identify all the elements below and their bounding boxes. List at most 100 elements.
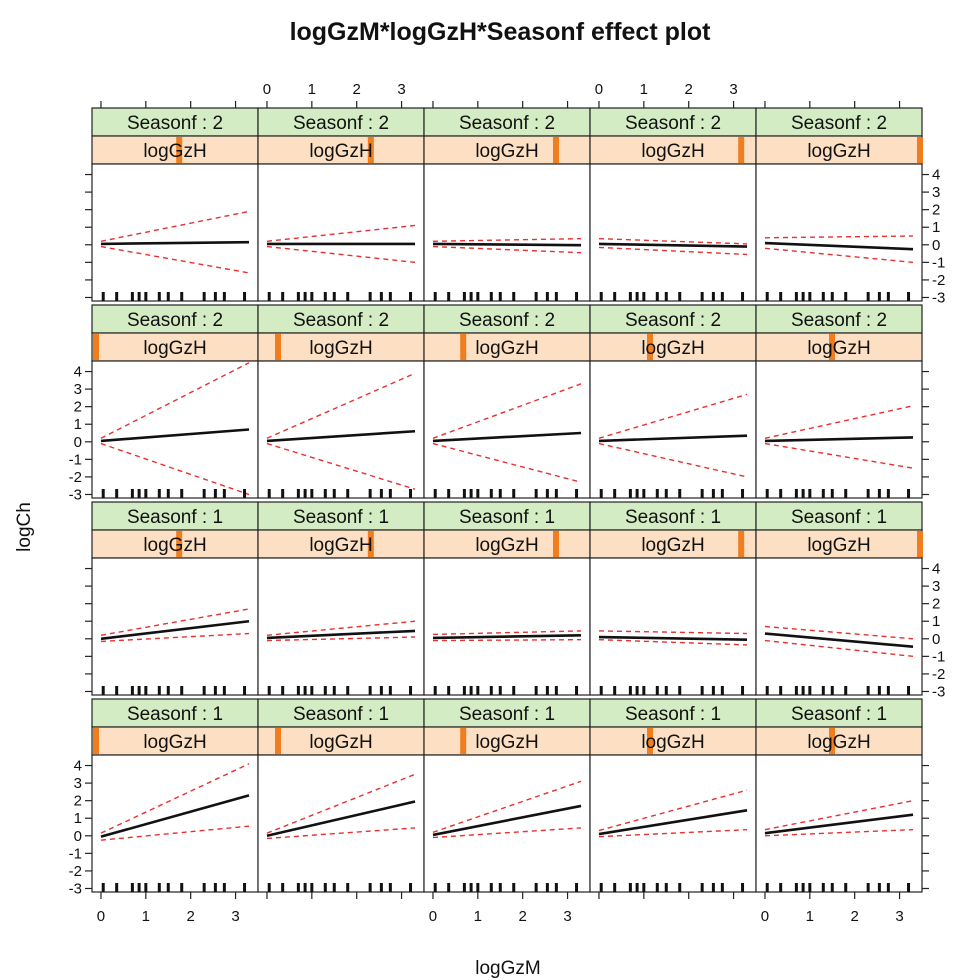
season-strip-label: Seasonf : 1 [127,704,223,725]
season-strip [423,107,591,137]
upper-ci-line [598,789,748,832]
x-tick-label: 0 [429,908,437,925]
upper-ci-line [764,625,914,640]
loggzh-level-indicator [367,531,374,557]
loggzh-strip [423,726,591,756]
plot-area [91,754,259,893]
x-tick-label: 2 [353,81,361,98]
panel-r1-c2: Seasonf : 2 logGzH [257,107,425,302]
fit-line [598,809,748,836]
season-strip-label: Seasonf : 1 [625,507,721,528]
season-strip-label: Seasonf : 2 [791,310,887,331]
season-strip [423,698,591,728]
loggzh-strip-label: logGzH [143,535,206,556]
loggzh-level-indicator [647,334,653,360]
loggzh-strip-label: logGzH [807,535,870,556]
panel-r3-c4: Seasonf : 1 logGzH [589,501,757,696]
loggzh-strip-label: logGzH [641,535,704,556]
season-strip-label: Seasonf : 1 [459,507,555,528]
lower-ci-line [598,638,748,646]
loggzh-strip [589,726,757,756]
x-axis-title: logGzM [475,958,540,979]
panel-r4-c5: Seasonf : 1 logGzH [755,698,923,893]
loggzh-level-indicator [275,334,281,360]
x-tick-label: 3 [397,81,405,98]
upper-ci-line [764,235,914,239]
loggzh-strip [257,726,425,756]
season-strip-label: Seasonf : 2 [127,113,223,134]
lower-ci-line [100,825,250,841]
lower-ci-line [598,442,748,478]
fit-line [764,241,914,251]
y-tick-label: 3 [932,184,940,201]
x-tick-label: 3 [729,81,737,98]
y-tick-label: 3 [74,775,82,792]
loggzh-strip-label: logGzH [641,141,704,162]
loggzh-strip [755,726,923,756]
loggzh-strip [589,529,757,559]
panel-r2-c2: Seasonf : 2 logGzH [257,304,425,499]
lower-ci-line [598,828,748,838]
fit-line [266,629,416,640]
fit-line [266,800,416,838]
loggzh-strip-label: logGzH [309,338,372,359]
fit-line [598,635,748,641]
panel-r3-c3: Seasonf : 1 logGzH [423,501,591,696]
loggzh-strip [257,529,425,559]
lower-ci-line [432,638,582,642]
lower-ci-line [266,245,416,264]
upper-ci-line [100,362,250,439]
panel-r4-c2: Seasonf : 1 logGzH [257,698,425,893]
lower-ci-line [764,247,914,264]
loggzh-level-indicator [460,728,467,754]
fit-line [100,794,250,838]
y-tick-label: 4 [932,561,940,578]
loggzh-strip [755,135,923,165]
upper-ci-line [764,799,914,831]
upper-ci-line [598,237,748,245]
y-tick-label: 1 [932,219,940,236]
loggzh-strip [589,135,757,165]
fit-line [598,434,748,443]
loggzh-strip-label: logGzH [475,732,538,753]
x-tick-label: 2 [851,908,859,925]
loggzh-strip-label: logGzH [143,141,206,162]
x-tick-label: 2 [685,81,693,98]
y-tick-label: 2 [932,202,940,219]
loggzh-level-indicator [917,137,923,163]
panel-r3-c2: Seasonf : 1 logGzH [257,501,425,696]
upper-ci-line [100,763,250,834]
y-tick-label: -3 [69,486,82,503]
loggzh-level-indicator [275,728,281,754]
y-tick-label: 0 [74,434,82,451]
y-tick-label: -3 [932,683,945,700]
y-tick-label: -3 [69,880,82,897]
loggzh-level-indicator [93,728,99,754]
loggzh-strip [755,529,923,559]
loggzh-level-indicator [553,531,559,557]
fit-line [100,619,250,641]
lower-ci-line [764,828,914,837]
fit-line [100,240,250,246]
x-tick-label: 3 [231,908,239,925]
season-strip-label: Seasonf : 1 [791,704,887,725]
loggzh-level-indicator [738,137,745,163]
y-tick-label: 4 [932,167,940,184]
x-tick-label: 0 [263,81,271,98]
x-tick-label: 3 [563,908,571,925]
loggzh-strip-label: logGzH [143,338,206,359]
loggzh-strip-label: logGzH [475,338,538,359]
x-tick-label: 0 [595,81,603,98]
plot-area [589,360,757,499]
loggzh-strip-label: logGzH [309,141,372,162]
y-tick-label: 1 [74,416,82,433]
loggzh-strip [91,135,259,165]
season-strip-label: Seasonf : 2 [293,113,389,134]
plot-area [257,360,425,499]
x-tick-label: 0 [97,908,105,925]
y-tick-label: 0 [74,828,82,845]
panel-r3-c1: Seasonf : 1 logGzH [91,501,259,696]
y-tick-label: -1 [69,451,82,468]
season-strip-label: Seasonf : 1 [127,507,223,528]
